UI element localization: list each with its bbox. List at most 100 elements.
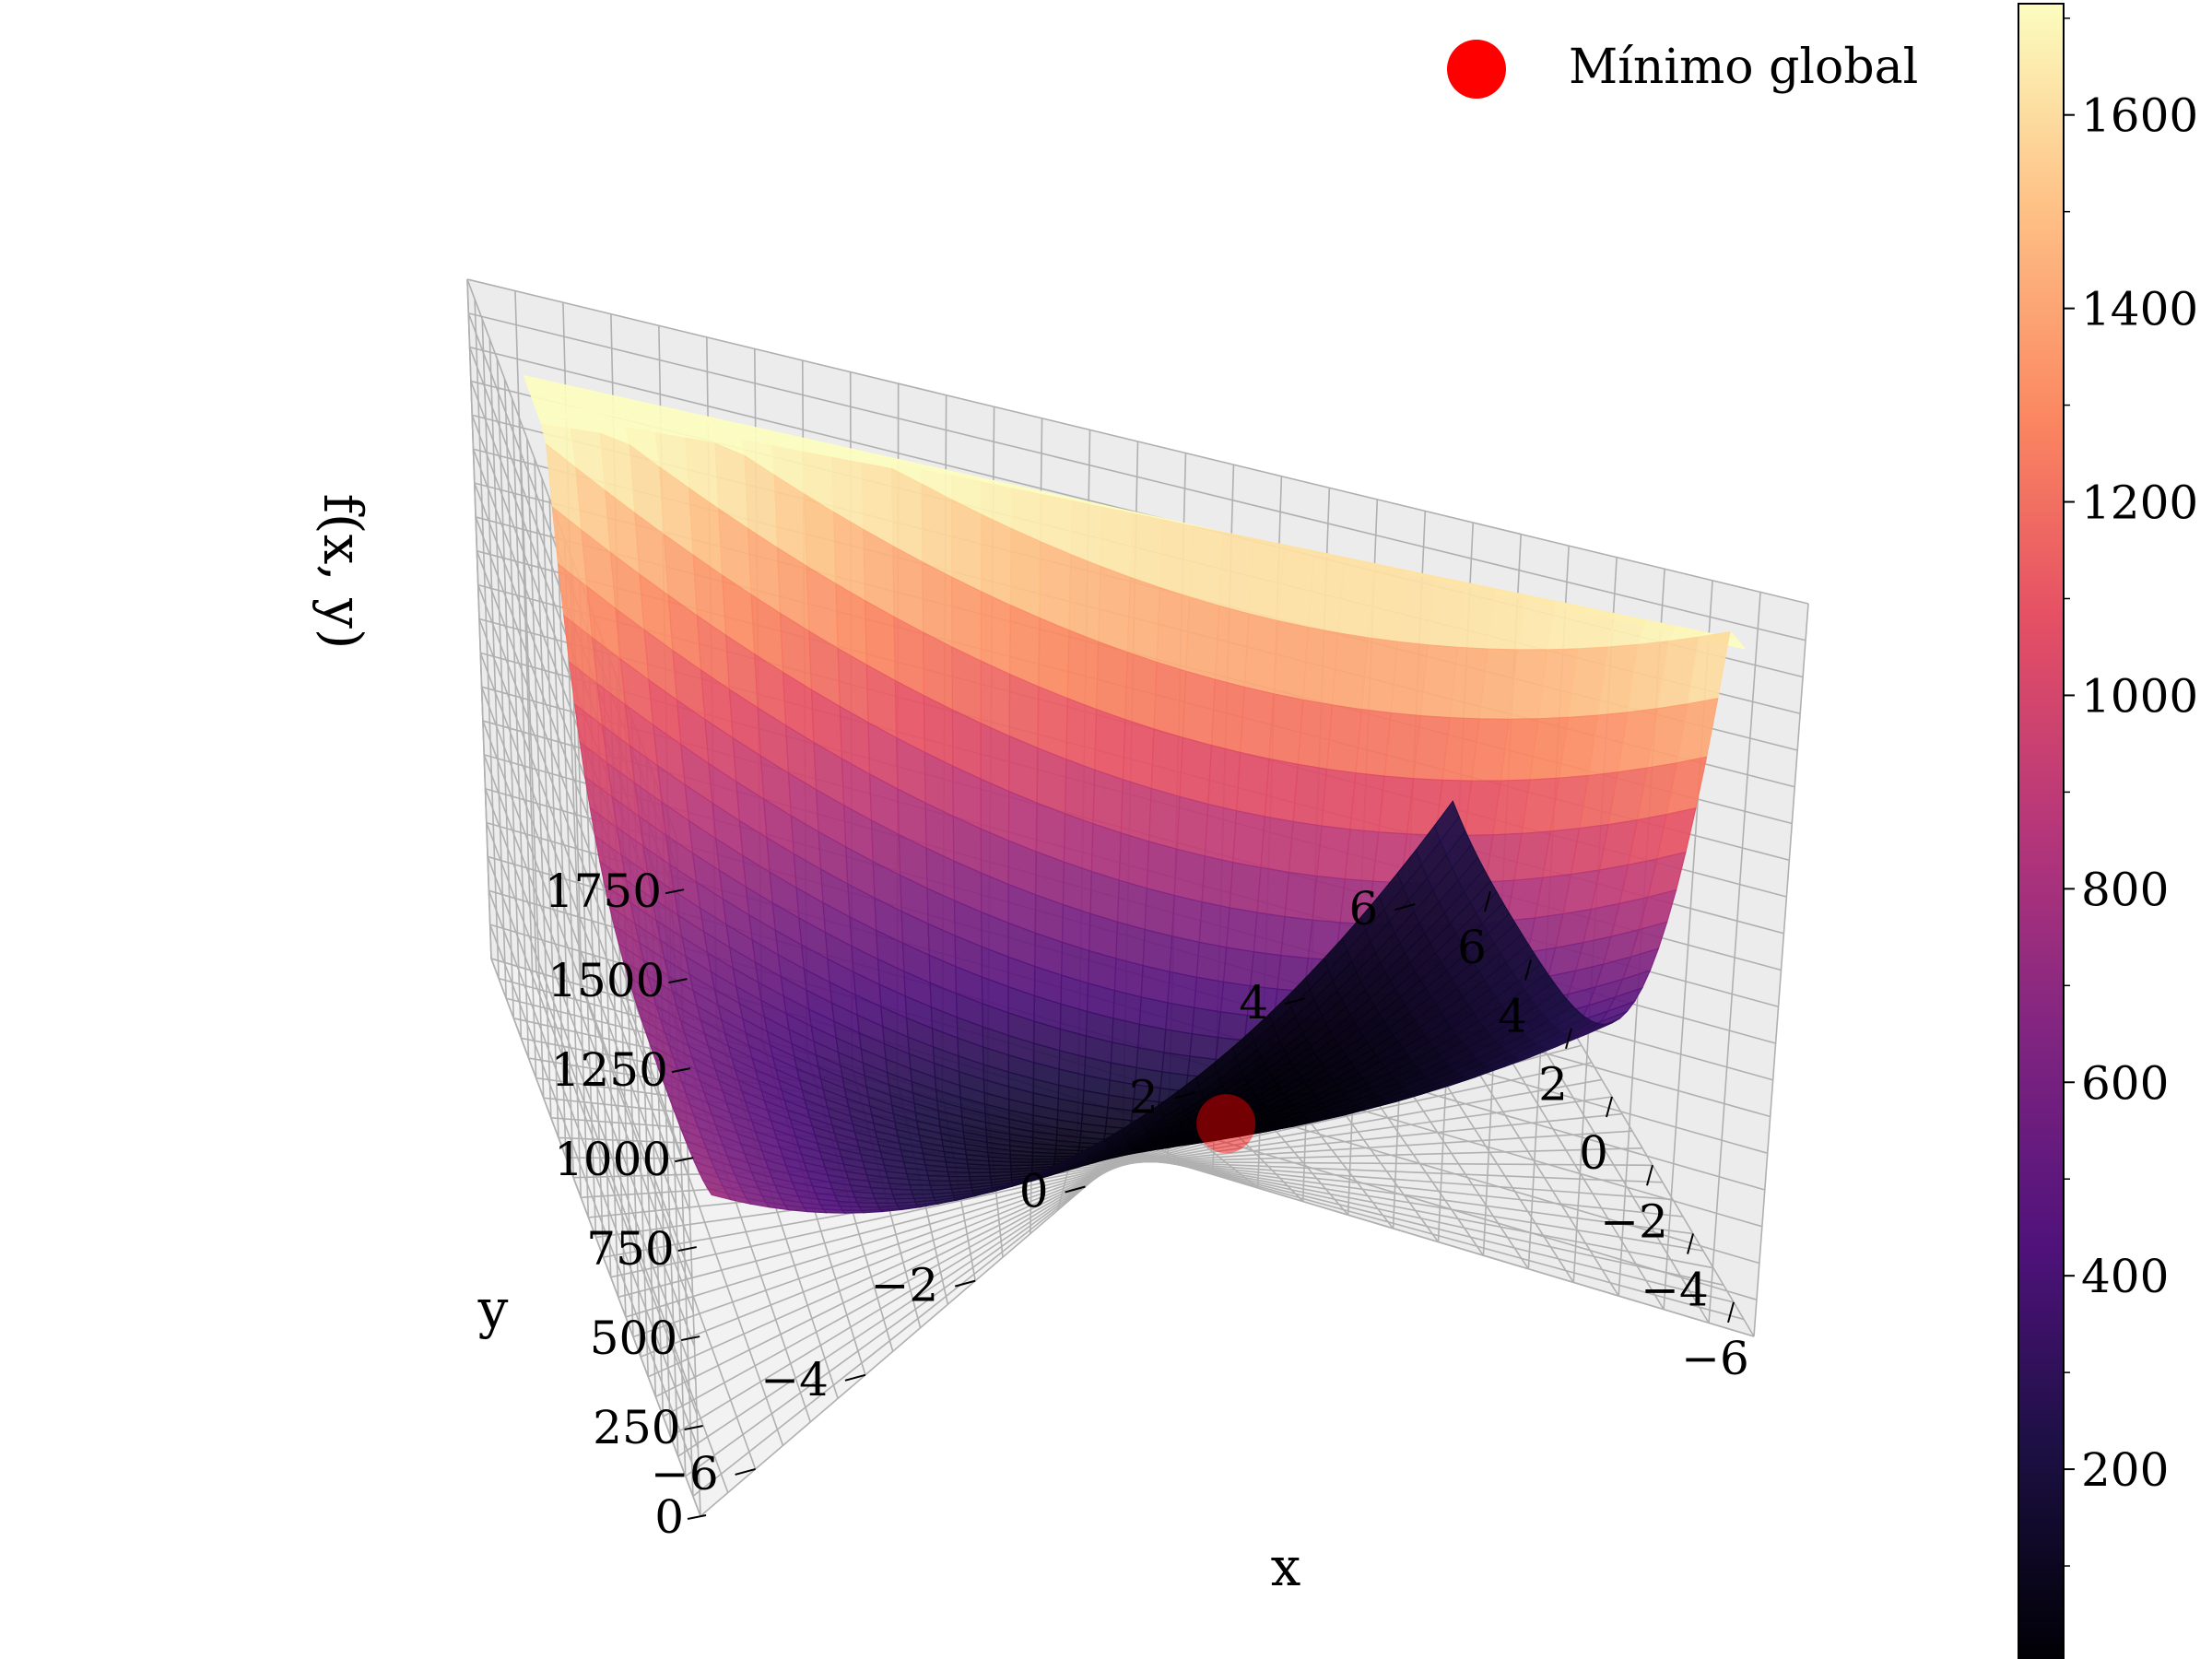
z-tick-label: 500: [590, 1312, 677, 1365]
surface-patch: [1204, 803, 1238, 864]
colorbar-tick-label: 1000: [2081, 669, 2198, 723]
minimum-point: [1196, 1094, 1256, 1154]
surface-patch: [909, 1183, 933, 1191]
wall-gridline: [483, 754, 694, 1313]
surface-patch: [1198, 900, 1230, 948]
legend: Mínimo global: [1447, 40, 1918, 99]
surface-patch: [1260, 816, 1294, 874]
surface-patch: [1292, 763, 1328, 827]
y-tick-mark: [1174, 1091, 1196, 1100]
surface-patch: [1150, 728, 1183, 798]
surface-patch: [1129, 512, 1164, 589]
x-tick-mark: [1606, 1096, 1613, 1118]
y-tick-label: −2: [870, 1259, 938, 1312]
y-tick-label: 4: [1239, 976, 1268, 1030]
surface-patch: [1124, 651, 1158, 730]
surface-patch: [1235, 751, 1270, 818]
x-tick-mark: [1727, 1301, 1735, 1324]
surface-patch: [1066, 629, 1100, 711]
surface-patch: [1284, 871, 1318, 921]
y-tick-mark: [954, 1279, 976, 1288]
colorbar-tick-label: 1200: [2081, 477, 2198, 530]
surface-patch: [1189, 1033, 1219, 1061]
y-tick-mark: [1284, 997, 1306, 1006]
surface-patch: [1116, 879, 1147, 931]
wall-gridline: [479, 653, 691, 1211]
surface-patch: [841, 1209, 865, 1214]
surface-patch: [1068, 553, 1101, 643]
surface-patch: [1153, 661, 1187, 739]
x-tick-label: 6: [1457, 921, 1487, 974]
surface-patch: [967, 1168, 991, 1173]
surface-patch: [1089, 870, 1120, 924]
z-tick-mark: [675, 1157, 694, 1163]
surface-patch: [1218, 531, 1254, 615]
surface-patch: [1191, 1006, 1222, 1039]
surface-patch: [1140, 964, 1171, 1004]
x-tick-mark: [1565, 1028, 1572, 1049]
y-tick-mark: [844, 1373, 866, 1382]
surface-patch: [1065, 697, 1098, 771]
surface-patch: [1171, 894, 1203, 944]
surface-patch: [1248, 537, 1285, 622]
x-tick-label: 2: [1538, 1058, 1568, 1112]
y-axis-label: y: [477, 1277, 509, 1340]
surface-patch: [1009, 604, 1041, 688]
surface-patch: [1144, 888, 1175, 937]
surface-patch: [1207, 745, 1241, 812]
y-tick-mark: [1065, 1185, 1086, 1194]
surface-patch: [1146, 841, 1178, 897]
surface-patch: [1433, 800, 1460, 842]
surface-patch: [980, 513, 1012, 606]
wall-gridline: [480, 686, 692, 1245]
z-tick-label: 0: [654, 1490, 684, 1544]
z-tick-mark: [665, 888, 685, 895]
surface-patch: [1226, 907, 1258, 953]
surface-patch: [1147, 787, 1181, 851]
surface-patch: [1229, 861, 1262, 913]
surface-patch: [1038, 617, 1070, 700]
wall-gridline: [482, 720, 693, 1279]
surface-patch: [1195, 941, 1228, 983]
surface-patch: [1167, 971, 1198, 1009]
z-tick-mark: [677, 1246, 697, 1253]
z-tick-mark: [680, 1335, 700, 1342]
surface-patch: [1264, 758, 1299, 823]
surface-patch: [1126, 576, 1161, 664]
z-tick-label: 1750: [545, 865, 662, 918]
y-tick-label: 6: [1349, 882, 1379, 935]
surface-patch: [1189, 525, 1225, 607]
surface-patch: [1243, 613, 1279, 695]
minimum-marker: [1196, 1094, 1256, 1154]
z-axis-label: f(x, y): [312, 493, 374, 649]
colorbar: 200 400 600 800 1000 1200 1400 1600: [2018, 3, 2198, 1659]
colorbar-tick-label: 400: [2081, 1250, 2169, 1303]
surface-patch: [1288, 820, 1323, 877]
surface-patch: [1092, 769, 1124, 834]
y-tick-label: 0: [1019, 1165, 1049, 1218]
surface-patch: [1256, 866, 1290, 918]
y-tick-label: −6: [651, 1447, 719, 1500]
colorbar-tick-label: 600: [2081, 1056, 2169, 1110]
surface-patch: [1210, 678, 1245, 754]
surface-patch: [1165, 1002, 1195, 1035]
z-tick-mark: [668, 978, 688, 984]
surface-patch: [1176, 795, 1209, 857]
colorbar-gradient: [2018, 3, 2065, 1659]
surface-patch: [1169, 935, 1200, 979]
surface-patch: [1036, 747, 1067, 815]
surface-patch: [1008, 673, 1040, 749]
wall-gridline: [487, 856, 698, 1415]
colorbar-tick-label: 1400: [2081, 283, 2198, 336]
surface-patch: [1214, 605, 1250, 688]
surface-patch: [1268, 693, 1304, 766]
z-tick-label: 1250: [551, 1043, 668, 1097]
colorbar-tick-label: 200: [2081, 1443, 2169, 1497]
surface-patch: [928, 1180, 952, 1186]
surface-patch: [1185, 596, 1220, 681]
surface-patch: [1039, 541, 1072, 631]
wall-gridline: [488, 890, 700, 1449]
surface-patch: [1090, 822, 1122, 881]
surface-patch: [1063, 813, 1094, 873]
floor-gridline: [610, 1062, 1593, 1278]
